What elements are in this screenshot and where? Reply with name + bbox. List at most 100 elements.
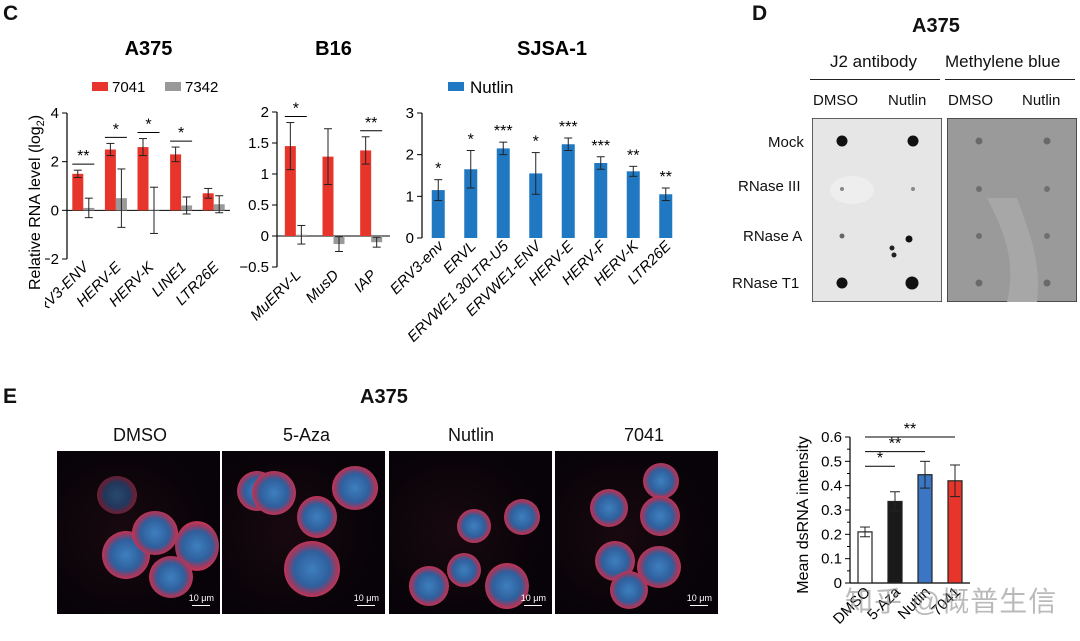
blot-row-label: RNase T1 xyxy=(732,275,800,292)
cell xyxy=(504,499,540,535)
cell xyxy=(97,476,137,514)
blot-col-label: DMSO xyxy=(813,92,858,109)
sig-label: * xyxy=(435,161,441,178)
panel-d-group-mb: Methylene blue xyxy=(945,52,1061,71)
legend-swatch xyxy=(448,82,464,91)
y-tick-label: 0.3 xyxy=(821,502,842,519)
y-tick-label: 1 xyxy=(406,188,414,205)
scale-bar xyxy=(357,605,375,606)
bar xyxy=(659,194,673,238)
legend-label: 7342 xyxy=(185,79,218,96)
cell xyxy=(485,563,529,609)
blot-streak xyxy=(987,198,1038,302)
cell xyxy=(643,463,679,499)
bar xyxy=(202,193,214,211)
comparison-label: ** xyxy=(904,421,916,438)
cell xyxy=(332,466,378,510)
bar xyxy=(594,163,608,238)
blot-dot xyxy=(976,186,982,192)
cell xyxy=(149,556,193,598)
scale-bar xyxy=(192,605,210,606)
chart-title: SJSA-1 xyxy=(517,38,587,60)
panel-e-title: A375 xyxy=(360,386,408,408)
bar xyxy=(431,190,445,238)
sig-label: *** xyxy=(494,123,513,140)
blot-dot xyxy=(905,235,913,243)
micro-label: 5-Aza xyxy=(283,425,331,445)
y-tick-label: 0.5 xyxy=(248,197,269,214)
blot-dot xyxy=(1043,137,1051,145)
bar xyxy=(137,147,149,211)
cell xyxy=(284,541,340,597)
panel-c-ylabel-svg: Relative RNA level (log2) xyxy=(27,115,47,290)
cell xyxy=(409,566,449,606)
chart-title: B16 xyxy=(315,38,352,60)
comparison-label: * xyxy=(877,450,883,467)
panel-d-group-j2: J2 antibody xyxy=(830,52,917,71)
blot-dot xyxy=(891,252,897,258)
legend-label: 7041 xyxy=(112,79,145,96)
micro-label: DMSO xyxy=(113,425,167,445)
bar xyxy=(887,500,903,584)
scale-bar-label: 10 μm xyxy=(188,593,214,603)
blot-dot xyxy=(839,233,845,239)
bar xyxy=(284,146,296,236)
bar xyxy=(322,156,334,236)
y-tick-label: 0.4 xyxy=(821,478,842,495)
blot-dot xyxy=(836,277,848,289)
sig-label: ** xyxy=(660,169,672,186)
bar xyxy=(561,144,575,238)
dot-blot-methylene-blue xyxy=(947,118,1077,302)
micrograph-dmso: 10 μm xyxy=(57,451,220,614)
y-tick-label: 2 xyxy=(406,147,414,164)
panel-e-letter: E xyxy=(3,385,18,408)
bar xyxy=(529,173,543,238)
mb-underline xyxy=(945,79,1075,80)
panel-d-letter: D xyxy=(752,2,768,25)
y-tick-label: 1.5 xyxy=(248,135,269,152)
sig-label: *** xyxy=(559,119,578,136)
legend-label: Nutlin xyxy=(470,78,513,97)
y-tick-label: 0 xyxy=(51,202,59,219)
cell xyxy=(132,511,178,555)
y-tick-label: 0.6 xyxy=(821,429,842,446)
blot-dot xyxy=(889,245,895,251)
sig-label: * xyxy=(293,101,299,118)
blot-dot xyxy=(1044,233,1050,239)
bar xyxy=(496,148,510,238)
blot-col-label: DMSO xyxy=(948,92,993,109)
blot-smudge xyxy=(830,176,874,204)
blot-row-label: Mock xyxy=(768,134,804,151)
bar xyxy=(360,150,372,236)
x-tick-label: IAP xyxy=(351,267,380,296)
blot-col-label: Nutlin xyxy=(888,92,927,109)
cell xyxy=(297,496,337,538)
y-axis-label: Mean dsRNA intensity xyxy=(795,436,812,593)
y-tick-label: 4 xyxy=(51,105,59,122)
y-tick-label: 0 xyxy=(261,228,269,245)
blot-dot xyxy=(1044,186,1050,192)
bar xyxy=(104,149,116,211)
sig-label: * xyxy=(468,132,474,149)
bar xyxy=(170,154,182,211)
micrograph-7041: 10 μm xyxy=(555,451,718,614)
scale-bar-label: 10 μm xyxy=(686,593,712,603)
chart-a375: −2024A375**ERV3-ENV*HERV-E*HERV-K*LINE1L… xyxy=(45,38,230,324)
sig-label: * xyxy=(178,125,184,142)
y-tick-label: 0.2 xyxy=(821,526,842,543)
panel-c-letter: C xyxy=(3,2,19,25)
dot-blot-j2 xyxy=(812,118,942,302)
micro-label: 7041 xyxy=(624,425,665,445)
chart-title: A375 xyxy=(125,38,173,60)
blot-dot xyxy=(840,187,844,191)
blot-row-label: RNase III xyxy=(738,178,801,195)
y-tick-label: 0.1 xyxy=(821,551,842,568)
blot-dot xyxy=(836,135,848,147)
legend-swatch xyxy=(92,82,108,91)
scale-bar-label: 10 μm xyxy=(520,593,546,603)
blot-dot xyxy=(976,233,982,239)
bar xyxy=(626,171,640,238)
y-tick-label: 1 xyxy=(261,166,269,183)
